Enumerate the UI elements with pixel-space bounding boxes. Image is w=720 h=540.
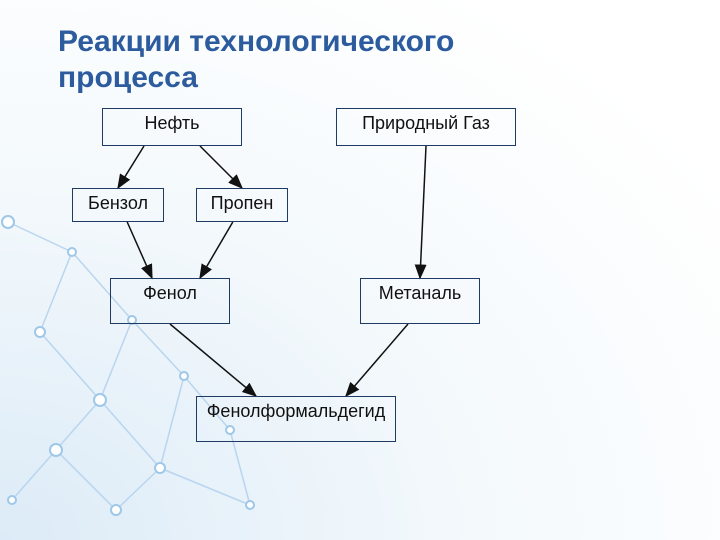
node-label: Пропен: [211, 193, 274, 214]
node-label: Фенол: [143, 283, 197, 304]
page-title: Реакции технологическогопроцесса: [58, 24, 454, 96]
node-fenol: Фенол: [110, 278, 230, 324]
node-label: Фенолформальдегид: [207, 401, 386, 422]
node-propen: Пропен: [196, 188, 288, 222]
node-label: Метаналь: [379, 283, 462, 304]
edge-neft-benzol: [118, 146, 144, 188]
node-label: Бензол: [88, 193, 148, 214]
edge-benzol-fenol: [127, 222, 152, 278]
title-line: процесса: [58, 60, 454, 96]
node-label: Природный Газ: [362, 113, 490, 134]
edge-fenol-pff: [170, 324, 256, 396]
node-neft: Нефть: [102, 108, 242, 146]
edge-gas-metanal: [420, 146, 426, 278]
edge-metanal-pff: [346, 324, 408, 396]
node-gas: Природный Газ: [336, 108, 516, 146]
title-line: Реакции технологического: [58, 24, 454, 60]
diagram-stage: Реакции технологическогопроцесса Нефть Пр…: [0, 0, 720, 540]
node-label: Нефть: [144, 113, 199, 134]
edge-propen-fenol: [200, 222, 233, 278]
node-benzol: Бензол: [72, 188, 164, 222]
node-pff: Фенолформальдегид: [196, 396, 396, 442]
node-metanal: Метаналь: [360, 278, 480, 324]
edge-neft-propen: [200, 146, 242, 188]
